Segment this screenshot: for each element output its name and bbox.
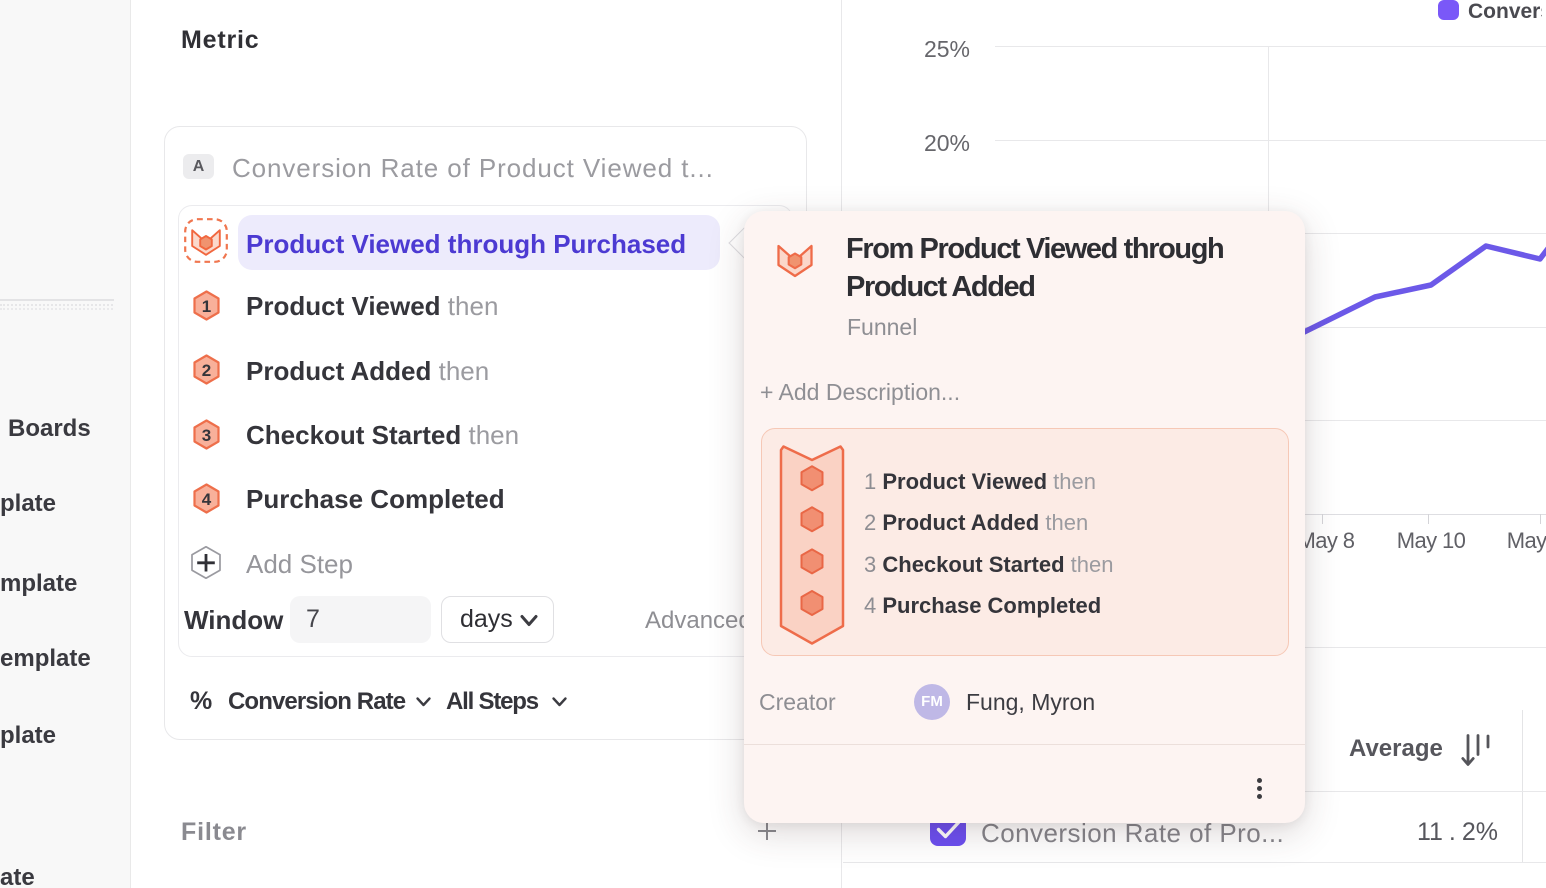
svg-text:4: 4 — [202, 490, 212, 509]
svg-text:3: 3 — [202, 426, 211, 445]
svg-text:2: 2 — [202, 361, 211, 380]
svg-text:1: 1 — [202, 297, 211, 316]
